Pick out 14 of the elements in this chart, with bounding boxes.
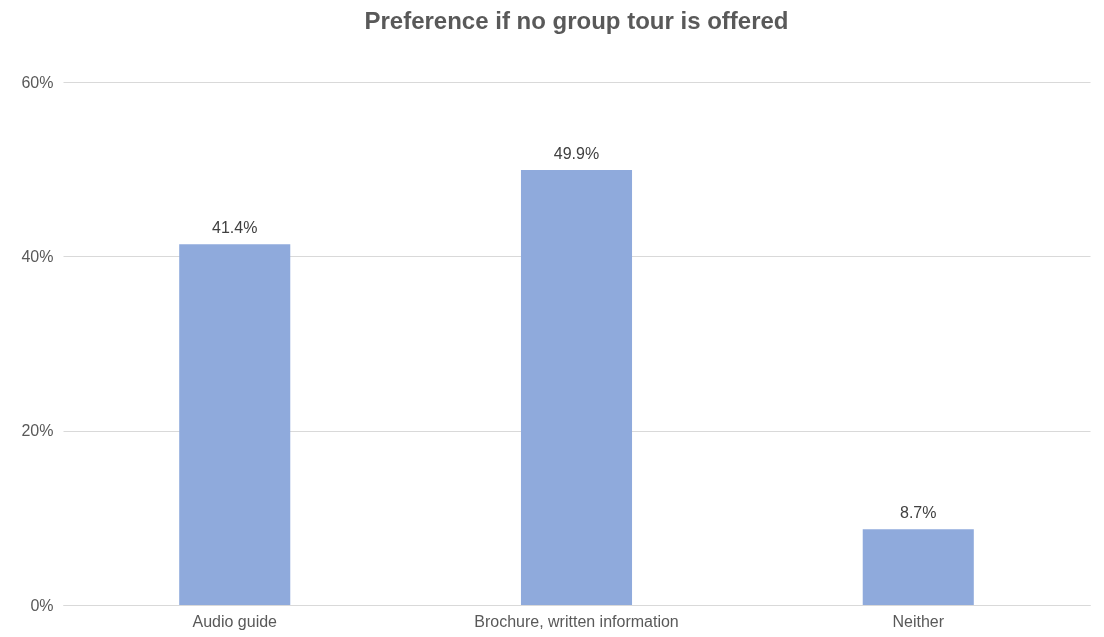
- data-label: 41.4%: [212, 219, 258, 237]
- y-tick-label: 0%: [30, 596, 54, 614]
- data-label: 49.9%: [553, 145, 600, 163]
- y-tick-label: 60%: [21, 73, 54, 91]
- x-tick-label: Brochure, written information: [474, 612, 679, 630]
- bar: [862, 529, 974, 605]
- y-tick-label: 20%: [21, 422, 54, 440]
- bar: [520, 170, 633, 605]
- chart-title: Preference if no group tour is offered: [364, 7, 789, 34]
- x-tick-label: Audio guide: [192, 612, 278, 630]
- data-label: 8.7%: [900, 504, 937, 522]
- y-tick-label: 40%: [21, 247, 54, 265]
- x-tick-label: Neither: [892, 612, 945, 630]
- bar: [179, 244, 291, 605]
